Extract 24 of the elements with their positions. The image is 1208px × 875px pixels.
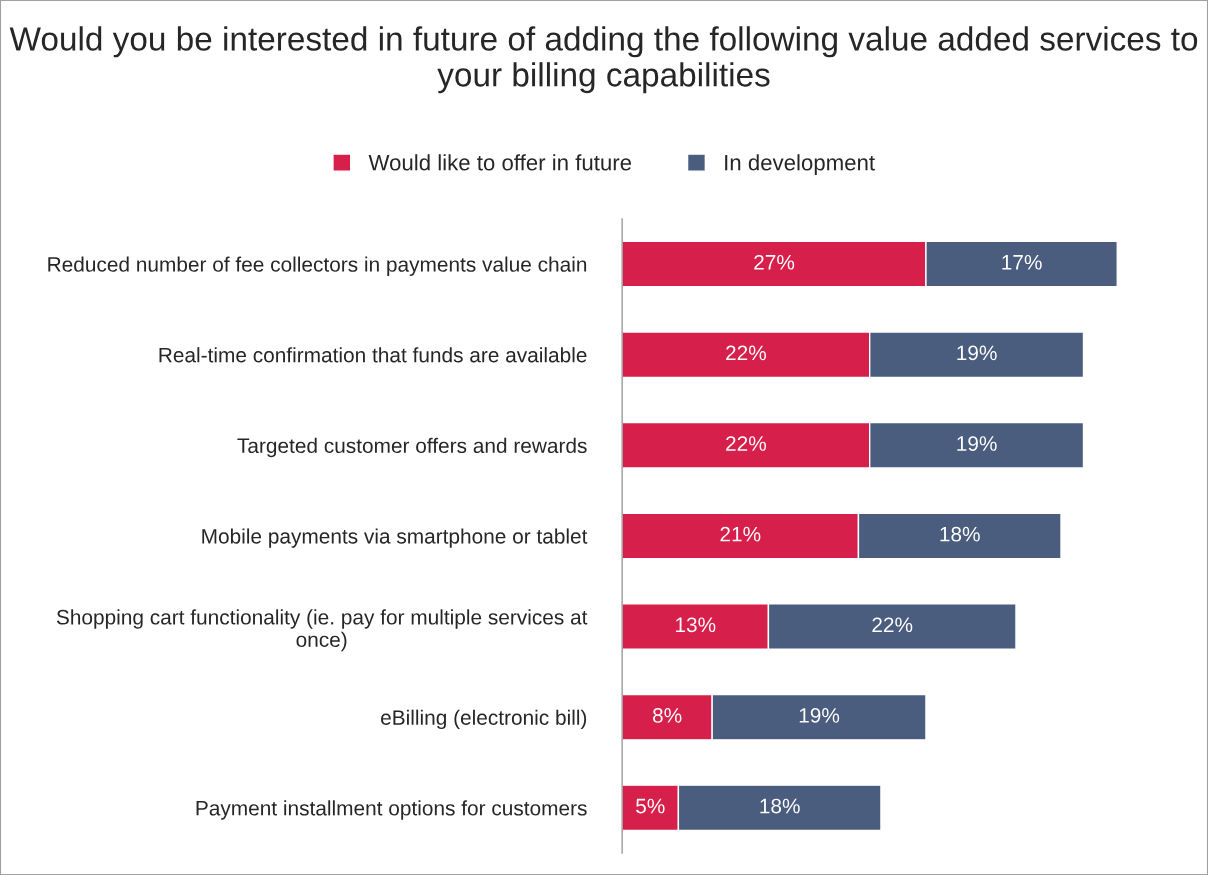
data-label: 19% <box>799 708 840 723</box>
data-label: 8% <box>652 708 682 723</box>
y-tick-label: eBilling (electronic bill) <box>381 709 587 730</box>
data-label: 13% <box>676 617 716 633</box>
y-tick-label: Reduced number of fee collectors in payments value chain <box>48 256 587 276</box>
data-label: 18% <box>760 798 800 814</box>
data-label: 19% <box>957 436 997 451</box>
data-label: 22% <box>726 345 767 361</box>
y-tick-label: Payment installment options for customers <box>196 800 587 820</box>
data-label: 17% <box>1002 254 1042 270</box>
data-label: 5% <box>636 798 665 814</box>
y-tick-label: Targeted customer offers and rewards <box>237 437 587 458</box>
legend-label: Would like to offer in future <box>368 154 632 171</box>
data-label: 22% <box>872 617 913 633</box>
chart-title: Would you be interested in future of adding the following value added services to your billing capabilities <box>9 26 1198 94</box>
data-label: 18% <box>940 526 980 542</box>
data-label: 27% <box>754 254 795 270</box>
data-label: 22% <box>726 436 767 451</box>
y-tick-label: Real-time confirmation that funds are available <box>159 347 587 363</box>
y-tick-label: Shopping cart functionality (ie. pay for multiple services at once) <box>56 609 588 652</box>
legend-label: In development <box>725 154 875 175</box>
data-label: 19% <box>957 345 997 361</box>
y-tick-label: Mobile payments via smartphone or tablet <box>202 528 588 548</box>
data-label: 21% <box>720 526 761 542</box>
